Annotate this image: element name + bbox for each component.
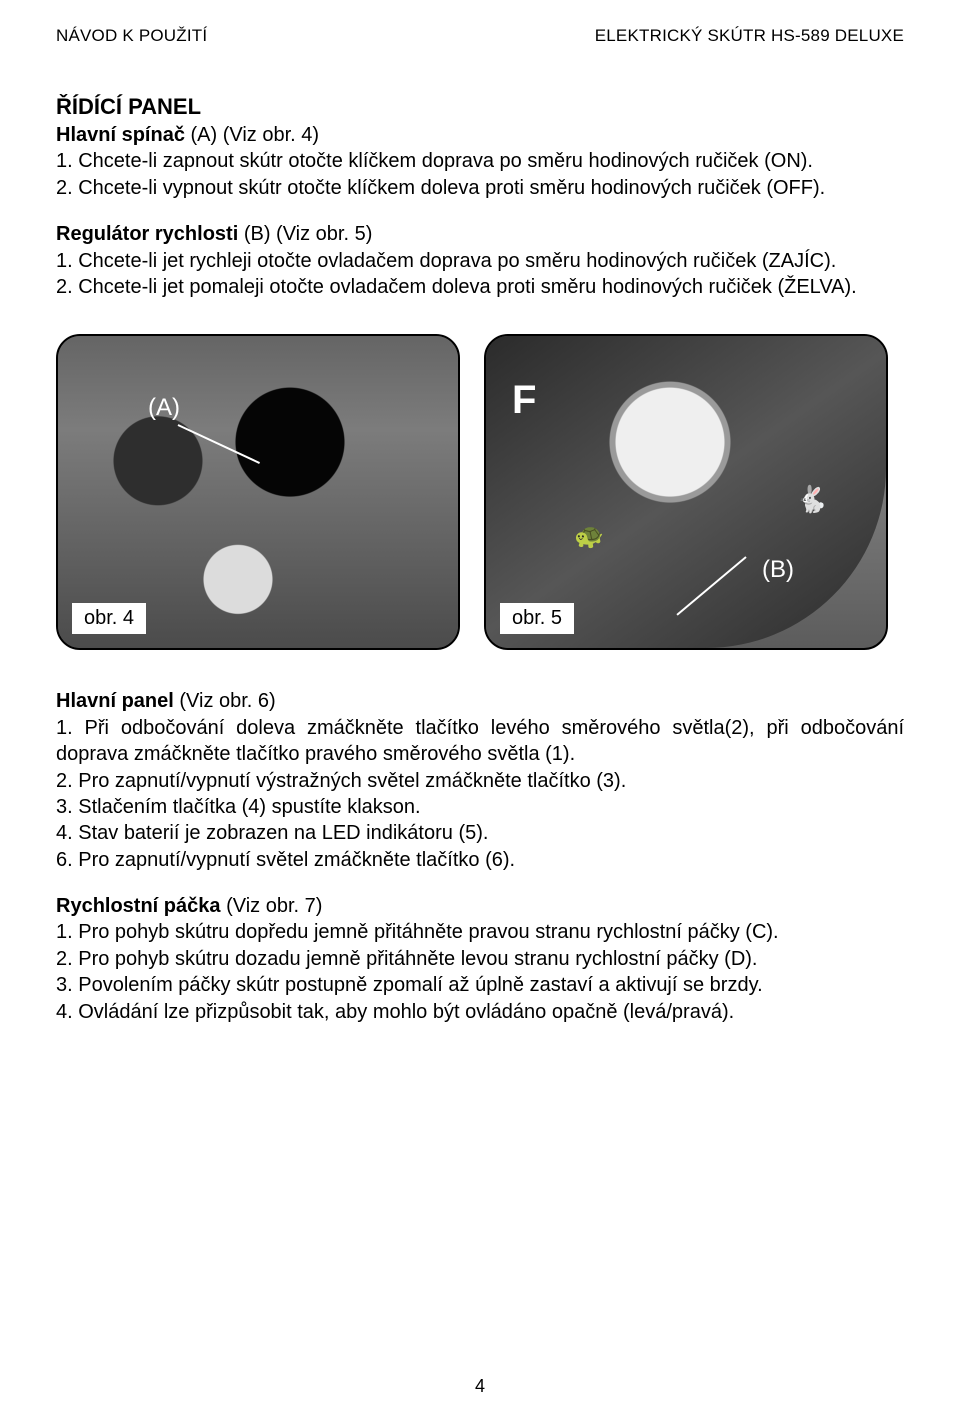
- speed-item-1: 1. Chcete-li jet rychleji otočte ovladač…: [56, 248, 904, 274]
- lever-item-4: 4. Ovládání lze přizpůsobit tak, aby moh…: [56, 999, 904, 1025]
- speed-regulator-lead: Regulátor rychlosti: [56, 223, 238, 245]
- callout-b: (B): [762, 556, 794, 584]
- main-panel-item-2: 2. Pro zapnutí/vypnutí výstražných světe…: [56, 768, 904, 794]
- header-left: NÁVOD K POUŽITÍ: [56, 26, 207, 46]
- main-panel-item-1: 1. Při odbočování doleva zmáčkněte tlačí…: [56, 715, 904, 768]
- lever-item-1: 1. Pro pohyb skútru dopředu jemně přitáh…: [56, 919, 904, 945]
- main-switch-rest: (A) (Viz obr. 4): [185, 124, 319, 146]
- rabbit-icon: 🐇: [796, 484, 828, 515]
- main-switch-item-2: 2. Chcete-li vypnout skútr otočte klíčke…: [56, 175, 904, 201]
- page-header: NÁVOD K POUŽITÍ ELEKTRICKÝ SKÚTR HS-589 …: [56, 26, 904, 46]
- section-speed-regulator: Regulátor rychlosti (B) (Viz obr. 5) 1. …: [56, 221, 904, 300]
- figure-4-label: obr. 4: [72, 603, 146, 634]
- figure-4-photo: [58, 336, 458, 648]
- main-switch-heading: Hlavní spínač (A) (Viz obr. 4): [56, 122, 904, 148]
- speed-lever-lead: Rychlostní páčka: [56, 895, 221, 917]
- speed-lever-rest: (Viz obr. 7): [221, 895, 323, 917]
- main-panel-rest: (Viz obr. 6): [174, 690, 276, 712]
- main-panel-lead: Hlavní panel: [56, 690, 174, 712]
- header-right: ELEKTRICKÝ SKÚTR HS-589 DELUXE: [595, 26, 904, 46]
- section-title-control-panel: ŘÍDÍCÍ PANEL: [56, 94, 904, 120]
- figure-5-label: obr. 5: [500, 603, 574, 634]
- main-switch-lead: Hlavní spínač: [56, 124, 185, 146]
- turtle-icon: 🐢: [574, 522, 604, 551]
- page-number: 4: [0, 1376, 960, 1397]
- main-panel-heading: Hlavní panel (Viz obr. 6): [56, 688, 904, 714]
- figure-row: (A) obr. 4 F 🐇 🐢 (B) obr. 5: [56, 334, 904, 650]
- main-panel-item-6: 6. Pro zapnutí/vypnutí světel zmáčkněte …: [56, 847, 904, 873]
- section-main-panel: Hlavní panel (Viz obr. 6) 1. Při odbočov…: [56, 688, 904, 873]
- speed-lever-heading: Rychlostní páčka (Viz obr. 7): [56, 893, 904, 919]
- lever-item-2: 2. Pro pohyb skútru dozadu jemně přitáhn…: [56, 946, 904, 972]
- speed-item-2: 2. Chcete-li jet pomaleji otočte ovladač…: [56, 274, 904, 300]
- main-panel-item-3: 3. Stlačením tlačítka (4) spustíte klaks…: [56, 794, 904, 820]
- section-speed-lever: Rychlostní páčka (Viz obr. 7) 1. Pro poh…: [56, 893, 904, 1025]
- speed-regulator-heading: Regulátor rychlosti (B) (Viz obr. 5): [56, 221, 904, 247]
- callout-a: (A): [148, 394, 180, 422]
- speed-regulator-rest: (B) (Viz obr. 5): [238, 223, 372, 245]
- gauge-f-icon: F: [512, 378, 536, 423]
- figure-4: (A) obr. 4: [56, 334, 460, 650]
- figure-5: F 🐇 🐢 (B) obr. 5: [484, 334, 888, 650]
- section-control-panel: ŘÍDÍCÍ PANEL Hlavní spínač (A) (Viz obr.…: [56, 94, 904, 201]
- main-switch-item-1: 1. Chcete-li zapnout skútr otočte klíčke…: [56, 148, 904, 174]
- main-panel-item-4: 4. Stav baterií je zobrazen na LED indik…: [56, 820, 904, 846]
- lever-item-3: 3. Povolením páčky skútr postupně zpomal…: [56, 972, 904, 998]
